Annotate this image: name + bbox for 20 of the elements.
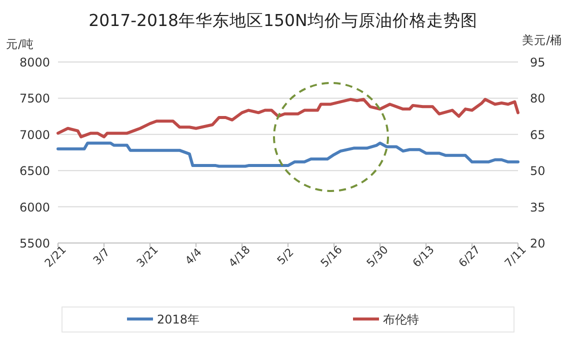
y-axis-title: 元/吨 [6,37,34,51]
y2-tick-label: 20 [530,236,546,250]
y2-axis-title: 美元/桶 [522,33,562,47]
y-tick-label: 6000 [19,200,50,214]
y2-tick-label: 35 [530,200,546,214]
x-tick-label: 3/7 [90,246,112,268]
y-tick-label: 7000 [19,128,50,142]
x-tick-label: 5/2 [274,246,296,268]
y-tick-label: 5500 [19,236,50,250]
chart-title: 2017-2018年华东地区150N均价与原油价格走势图 [88,11,478,30]
legend-label: 2018年 [157,312,200,326]
y-tick-label: 6500 [19,164,50,178]
y-tick-label: 7500 [19,92,50,106]
x-tick-label: 4/4 [182,246,204,268]
y2-tick-label: 80 [530,92,546,106]
y2-tick-label: 95 [530,56,546,70]
y-tick-label: 8000 [19,56,50,70]
y2-tick-label: 65 [530,128,546,142]
legend-label: 布伦特 [383,312,419,326]
y2-tick-label: 50 [530,164,546,178]
